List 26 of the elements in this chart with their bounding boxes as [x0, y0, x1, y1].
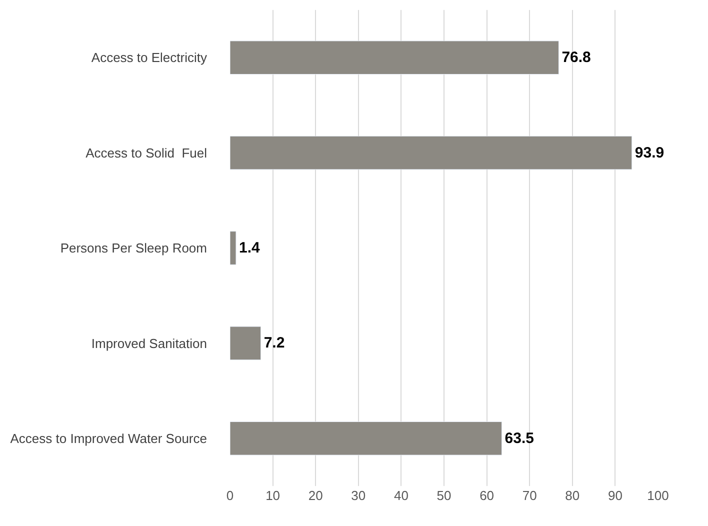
y-tick-label: Access to Solid Fuel	[86, 145, 208, 160]
x-tick-label: 30	[351, 488, 366, 503]
data-label: 7.2	[264, 334, 285, 352]
bar	[230, 136, 632, 170]
x-tick-label: 40	[394, 488, 408, 503]
bar	[230, 40, 559, 75]
x-tick-label: 60	[480, 488, 494, 503]
x-tick-label: 80	[565, 488, 580, 503]
y-tick-label: Access to Electricity	[91, 50, 208, 66]
y-tick-label: Persons Per Sleep Room	[60, 240, 207, 256]
data-label: 76.8	[562, 49, 591, 66]
x-tick-label: 70	[522, 488, 537, 503]
bar	[230, 421, 502, 456]
x-tick-label: 100	[647, 488, 669, 503]
y-tick-label: Improved Sanitation	[91, 336, 207, 351]
data-label: 93.9	[634, 144, 664, 162]
x-tick-label: 50	[436, 488, 452, 503]
x-tick-label: 20	[308, 488, 323, 503]
x-tick-label: 10	[266, 488, 280, 503]
y-tick-label: Access to Improved Water Source	[10, 430, 207, 446]
bar	[230, 231, 236, 265]
x-tick-label: 90	[608, 488, 622, 503]
data-label: 63.5	[504, 430, 534, 447]
data-label: 1.4	[238, 240, 260, 256]
bar	[230, 326, 262, 360]
x-tick-label: 0	[226, 488, 234, 503]
